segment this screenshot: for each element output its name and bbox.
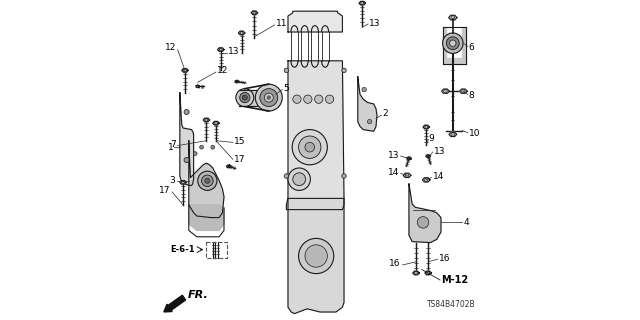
Bar (206, 242, 227, 258)
Circle shape (303, 95, 312, 103)
Polygon shape (189, 205, 224, 230)
Circle shape (450, 40, 456, 46)
Text: 13: 13 (369, 19, 380, 28)
Circle shape (367, 119, 372, 124)
Text: E-6-1: E-6-1 (170, 245, 195, 254)
Polygon shape (189, 141, 224, 218)
Polygon shape (426, 155, 430, 158)
Polygon shape (288, 198, 344, 314)
Polygon shape (239, 90, 272, 106)
Text: 11: 11 (276, 19, 287, 28)
Circle shape (362, 87, 366, 92)
Circle shape (305, 245, 327, 267)
Text: 17: 17 (159, 186, 170, 195)
Circle shape (288, 168, 310, 190)
Circle shape (202, 175, 213, 187)
Circle shape (184, 157, 189, 163)
Circle shape (342, 174, 346, 178)
Text: TS84B4702B: TS84B4702B (427, 300, 475, 309)
Polygon shape (227, 165, 231, 168)
Text: 8: 8 (468, 91, 474, 100)
Text: 13: 13 (388, 151, 399, 160)
Circle shape (342, 68, 346, 73)
Circle shape (447, 37, 460, 50)
Text: 14: 14 (388, 168, 399, 177)
Circle shape (240, 92, 250, 103)
Polygon shape (422, 178, 430, 182)
Circle shape (326, 95, 334, 103)
Text: 17: 17 (234, 155, 246, 164)
Text: 1: 1 (168, 143, 173, 152)
Circle shape (284, 174, 289, 178)
Polygon shape (423, 125, 429, 129)
Circle shape (292, 173, 306, 186)
Circle shape (264, 93, 273, 102)
Text: 15: 15 (234, 137, 246, 146)
Circle shape (205, 178, 210, 183)
Circle shape (193, 152, 197, 156)
Text: 14: 14 (433, 172, 444, 181)
Polygon shape (288, 11, 342, 32)
Text: 13: 13 (434, 147, 445, 156)
Circle shape (236, 89, 254, 107)
Circle shape (417, 217, 429, 228)
Circle shape (284, 68, 289, 73)
Circle shape (198, 171, 217, 190)
Polygon shape (443, 27, 466, 64)
Text: 3: 3 (170, 176, 175, 185)
Circle shape (260, 89, 278, 107)
Polygon shape (409, 184, 441, 243)
Polygon shape (235, 80, 239, 83)
Polygon shape (449, 15, 457, 20)
Text: 2: 2 (383, 109, 388, 118)
Polygon shape (442, 89, 449, 93)
Polygon shape (358, 77, 377, 131)
Polygon shape (204, 118, 210, 122)
Polygon shape (182, 68, 188, 72)
Polygon shape (251, 11, 258, 15)
Polygon shape (287, 61, 344, 210)
Circle shape (305, 142, 315, 152)
FancyArrow shape (164, 295, 186, 312)
Circle shape (200, 145, 204, 149)
Polygon shape (212, 121, 219, 125)
Polygon shape (413, 271, 419, 275)
Polygon shape (407, 157, 411, 160)
Polygon shape (180, 93, 193, 186)
Circle shape (298, 238, 334, 274)
Circle shape (298, 136, 321, 158)
Text: FR.: FR. (188, 290, 209, 300)
Circle shape (443, 33, 463, 53)
Polygon shape (196, 85, 200, 88)
Circle shape (292, 130, 328, 165)
Text: 5: 5 (283, 84, 289, 92)
Circle shape (315, 95, 323, 103)
Circle shape (292, 95, 301, 103)
Circle shape (267, 95, 271, 100)
Polygon shape (239, 31, 245, 35)
Polygon shape (449, 132, 457, 137)
Text: 16: 16 (439, 254, 451, 263)
Text: 4: 4 (463, 218, 469, 227)
Text: 9: 9 (429, 134, 435, 143)
Polygon shape (425, 271, 431, 275)
Text: 7: 7 (170, 140, 176, 149)
Text: 12: 12 (217, 66, 228, 75)
Text: 12: 12 (165, 43, 177, 52)
Text: 10: 10 (468, 129, 480, 138)
Polygon shape (460, 89, 467, 93)
Circle shape (184, 109, 189, 115)
Polygon shape (218, 48, 224, 52)
Polygon shape (403, 173, 411, 178)
Text: 6: 6 (468, 43, 474, 52)
Polygon shape (359, 1, 365, 5)
Text: 13: 13 (228, 47, 239, 56)
Text: M-12: M-12 (441, 275, 468, 285)
Polygon shape (180, 180, 186, 184)
Circle shape (255, 84, 282, 111)
Circle shape (243, 95, 248, 100)
Text: 16: 16 (389, 260, 401, 268)
Circle shape (211, 145, 215, 149)
